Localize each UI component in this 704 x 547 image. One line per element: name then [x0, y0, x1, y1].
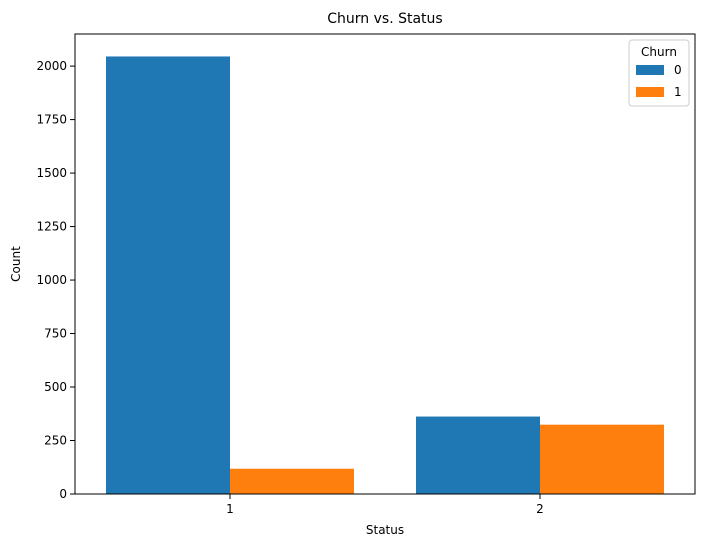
- bar-status-2-churn-1: [540, 424, 664, 494]
- y-tick-label: 1000: [36, 273, 67, 287]
- legend-label-1: 1: [674, 85, 682, 99]
- y-tick-label: 1750: [36, 113, 67, 127]
- plot-frame: [74, 33, 696, 495]
- legend-label-0: 0: [674, 63, 682, 77]
- y-axis-label: Count: [9, 246, 23, 282]
- y-tick-label: 250: [44, 434, 67, 448]
- legend-swatch-1: [636, 87, 664, 97]
- y-tick-label: 1250: [36, 220, 67, 234]
- x-tick-label: 1: [226, 502, 234, 516]
- x-axis-label: Status: [366, 523, 404, 537]
- y-tick-label: 500: [44, 380, 67, 394]
- bars-layer: [106, 56, 664, 494]
- y-tick-label: 0: [59, 487, 67, 501]
- bar-status-2-churn-0: [416, 416, 540, 494]
- y-tick-label: 750: [44, 327, 67, 341]
- legend-title: Churn: [641, 45, 677, 59]
- y-tick-label: 1500: [36, 166, 67, 180]
- legend-swatch-0: [636, 65, 664, 75]
- chart-title: Churn vs. Status: [327, 11, 442, 27]
- bar-status-1-churn-1: [230, 468, 354, 494]
- bar-status-1-churn-0: [106, 56, 230, 494]
- legend: Churn 0 1: [628, 39, 690, 107]
- y-tick-label: 2000: [36, 59, 67, 73]
- x-tick-label: 2: [536, 502, 544, 516]
- y-axis: 0 250 500 750 1000 1250 1500 1750 2000: [36, 59, 75, 501]
